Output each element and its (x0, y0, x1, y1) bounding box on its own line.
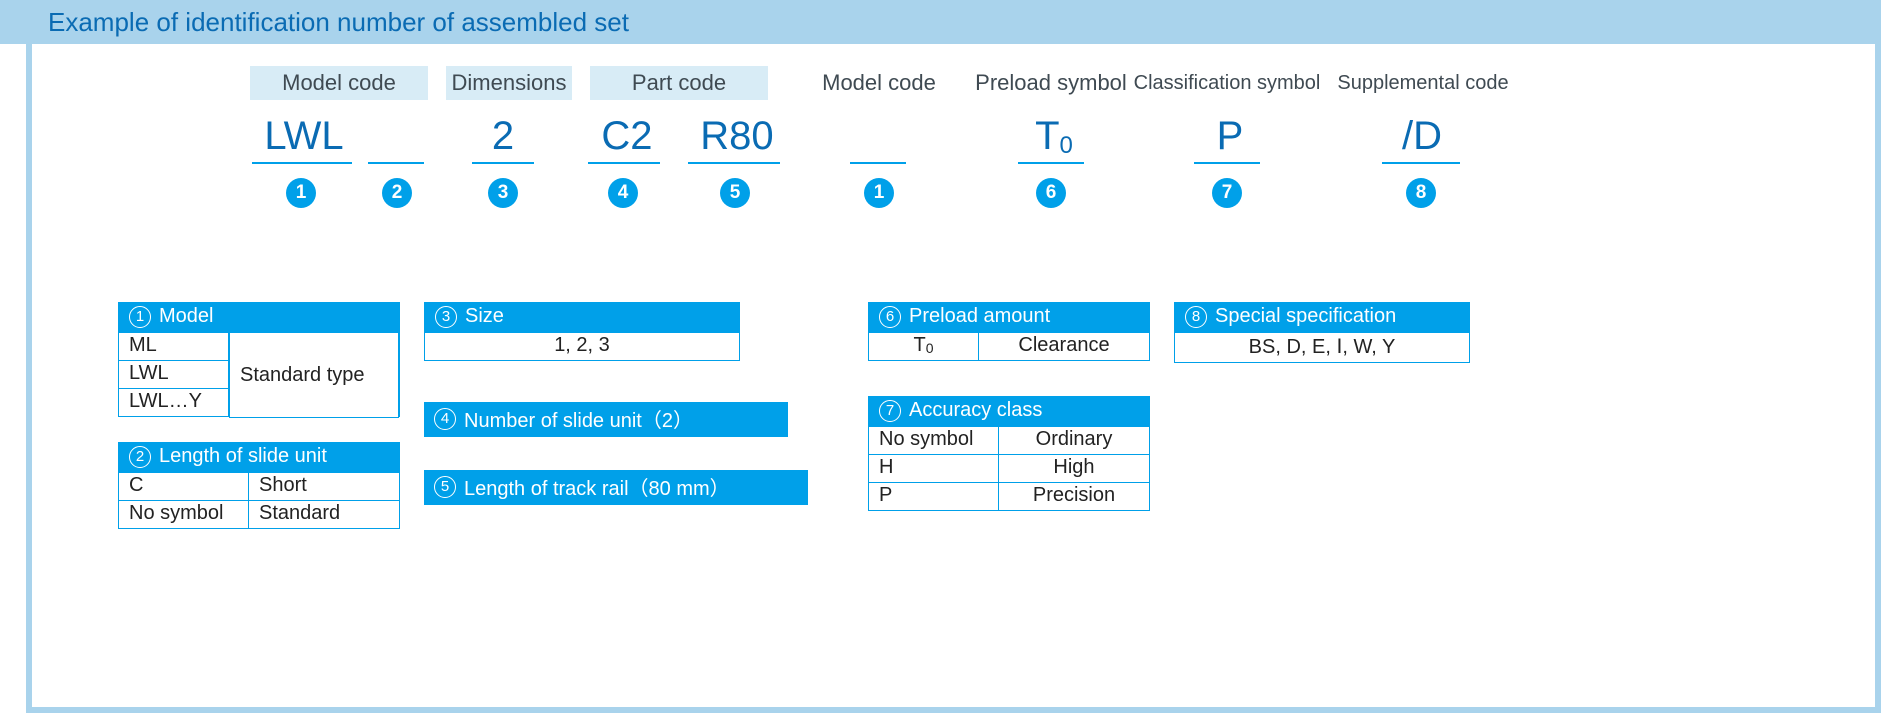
table-title: Accuracy class (909, 399, 1042, 422)
cell: Precision (999, 483, 1149, 510)
table-title: Preload amount (909, 305, 1050, 328)
ul-4 (588, 162, 660, 164)
cell: P (869, 483, 999, 510)
code-p: P (1210, 114, 1250, 159)
circle-3: 3 (488, 178, 518, 208)
table-head: 3 Size (425, 303, 739, 332)
code-lwl: LWL (256, 114, 352, 159)
table-row: LWL Standard type (119, 360, 399, 388)
cell: T0 (869, 333, 979, 360)
cell: No symbol (869, 427, 999, 454)
table-row: No symbol Standard (119, 500, 399, 528)
ul-1b (850, 162, 906, 164)
circle-6: 6 (1036, 178, 1066, 208)
title-bar: Example of identification number of asse… (0, 0, 1881, 44)
code-t0: T0 (1024, 114, 1084, 160)
table-length-slide-unit: 2 Length of slide unit C Short No symbol… (118, 442, 400, 529)
cell: 1, 2, 3 (425, 333, 739, 360)
table-head: 2 Length of slide unit (119, 443, 399, 472)
circle-icon: 1 (129, 306, 151, 328)
code-2: 2 (488, 114, 518, 159)
cell (229, 389, 399, 416)
circle-2: 2 (382, 178, 412, 208)
table-row: LWL…Y (119, 388, 399, 416)
title-text: Example of identification number of asse… (48, 7, 629, 38)
table-size: 3 Size 1, 2, 3 (424, 302, 740, 361)
cell: Clearance (979, 333, 1149, 360)
cell: ML (119, 333, 229, 360)
ul-8 (1382, 162, 1460, 164)
bar-length-track-rail: 5 Length of track rail（80 mm） (424, 470, 808, 505)
circle-icon: 3 (435, 306, 457, 328)
cell: LWL (119, 361, 229, 388)
circle-icon: 7 (879, 400, 901, 422)
cell: H (869, 455, 999, 482)
header-model-code: Model code (250, 66, 428, 100)
header-classification-symbol: Classification symbol (1132, 66, 1322, 100)
header-supplemental-code: Supplemental code (1328, 66, 1518, 100)
bar-text: Number of slide unit（2） (464, 404, 693, 433)
header-preload-symbol: Preload symbol (966, 66, 1136, 100)
ul-2 (368, 162, 424, 164)
header-model-code-2: Model code (804, 66, 954, 100)
frame: Model code Dimensions Part code Model co… (26, 44, 1881, 713)
cell: LWL…Y (119, 389, 229, 416)
table-title: Special specification (1215, 305, 1396, 328)
cell: Standard (249, 501, 399, 528)
table-preload: 6 Preload amount T0 Clearance (868, 302, 1150, 361)
frame-inner: Model code Dimensions Part code Model co… (32, 44, 1875, 707)
table-row: H High (869, 454, 1149, 482)
cell: BS, D, E, Ⅰ, W, Y (1175, 333, 1469, 362)
table-special-spec: 8 Special specification BS, D, E, Ⅰ, W, … (1174, 302, 1470, 363)
cell: Standard type (239, 347, 384, 374)
bar-text: Length of track rail（80 mm） (464, 472, 730, 501)
circle-1b: 1 (864, 178, 894, 208)
circle-5: 5 (720, 178, 750, 208)
cell: High (999, 455, 1149, 482)
ul-5 (688, 162, 780, 164)
code-r80: R80 (692, 114, 782, 159)
code-c2: C2 (592, 114, 662, 159)
table-row: No symbol Ordinary (869, 426, 1149, 454)
cell: C (119, 473, 249, 500)
ul-1 (252, 162, 352, 164)
table-model: 1 Model ML LWL Standard type LWL…Y (118, 302, 400, 417)
code-sd: /D (1392, 114, 1452, 159)
bar-number-slide-unit: 4 Number of slide unit（2） (424, 402, 788, 437)
circle-icon: 6 (879, 306, 901, 328)
header-part-code: Part code (590, 66, 768, 100)
circle-icon: 8 (1185, 306, 1207, 328)
circle-7: 7 (1212, 178, 1242, 208)
header-dimensions: Dimensions (446, 66, 572, 100)
table-accuracy: 7 Accuracy class No symbol Ordinary H Hi… (868, 396, 1150, 511)
table-model-title: Model (159, 305, 213, 328)
ul-6 (1018, 162, 1084, 164)
cell: Short (249, 473, 399, 500)
table-head: 8 Special specification (1175, 303, 1469, 332)
circle-4: 4 (608, 178, 638, 208)
table-head: 7 Accuracy class (869, 397, 1149, 426)
circle-8: 8 (1406, 178, 1436, 208)
table-row: C Short (119, 472, 399, 500)
table-row: P Precision (869, 482, 1149, 510)
ul-7 (1194, 162, 1260, 164)
circle-1: 1 (286, 178, 316, 208)
table-title: Size (465, 305, 504, 328)
cell: Ordinary (999, 427, 1149, 454)
table-row: 1, 2, 3 (425, 332, 739, 360)
circle-icon: 4 (434, 408, 456, 430)
table-row: BS, D, E, Ⅰ, W, Y (1175, 332, 1469, 362)
table-head: 6 Preload amount (869, 303, 1149, 332)
table-title: Length of slide unit (159, 445, 327, 468)
table-row: T0 Clearance (869, 332, 1149, 360)
diagram-root: Example of identification number of asse… (0, 0, 1881, 719)
ul-3 (472, 162, 534, 164)
circle-icon: 2 (129, 446, 151, 468)
circle-icon: 5 (434, 476, 456, 498)
cell: No symbol (119, 501, 249, 528)
table-model-head: 1 Model (119, 303, 399, 332)
